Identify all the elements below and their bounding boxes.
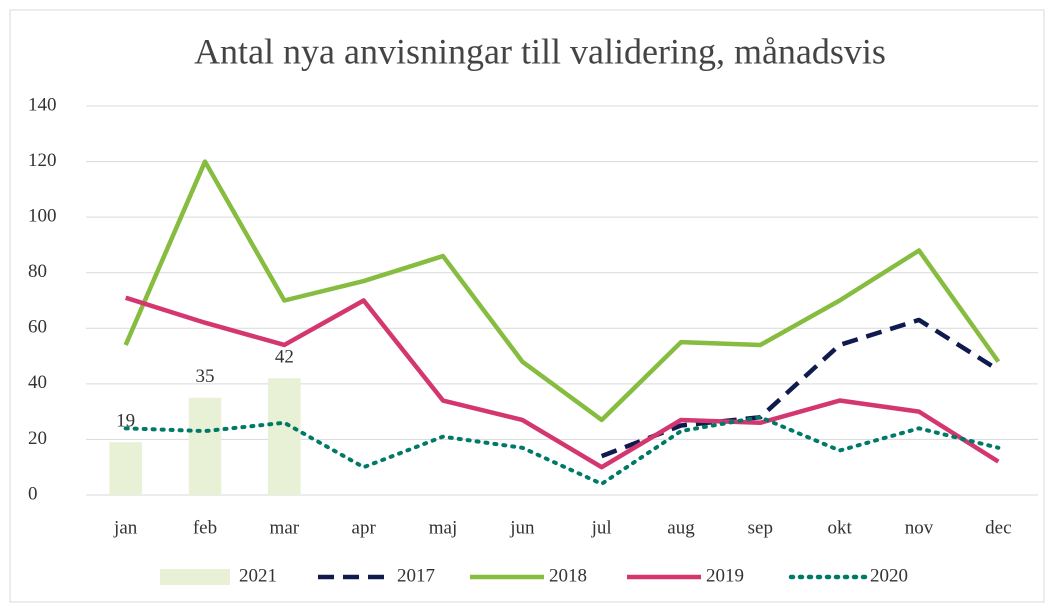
x-tick-label: jan [113,517,138,538]
y-tick-label: 120 [28,150,57,171]
chart-title: Antal nya anvisningar till validering, m… [194,31,886,71]
x-tick-label: nov [905,517,934,538]
legend-label: 2019 [706,565,744,586]
legend-swatch [160,569,230,585]
x-tick-label: aug [667,517,695,538]
data-label: 42 [275,347,294,368]
legend-label: 2018 [549,565,587,586]
x-tick-label: maj [429,517,458,538]
legend-label: 2021 [239,565,277,586]
x-tick-label: jun [509,517,535,538]
legend-label: 2020 [870,565,908,586]
y-tick-label: 80 [28,261,47,282]
y-tick-label: 20 [28,428,47,449]
y-tick-label: 140 [28,94,57,115]
y-tick-label: 100 [28,206,57,227]
x-tick-label: feb [193,517,217,538]
chart-border [9,9,1045,603]
x-tick-label: jul [591,517,612,538]
y-tick-label: 60 [28,317,47,338]
bar [188,397,222,495]
x-tick-label: sep [748,517,773,538]
line-series [123,415,1001,486]
x-tick-label: apr [352,517,377,538]
legend-label: 2017 [397,565,435,586]
data-label: 35 [196,366,215,387]
y-tick-label: 40 [28,372,47,393]
bar [268,378,301,495]
data-label: 19 [116,411,135,432]
bar [109,442,142,495]
x-tick-label: dec [985,517,1011,538]
line-series [123,159,1001,423]
x-tick-label: mar [270,517,300,538]
y-tick-label: 0 [28,483,38,504]
x-tick-label: okt [828,517,853,538]
line-series [124,295,1000,470]
